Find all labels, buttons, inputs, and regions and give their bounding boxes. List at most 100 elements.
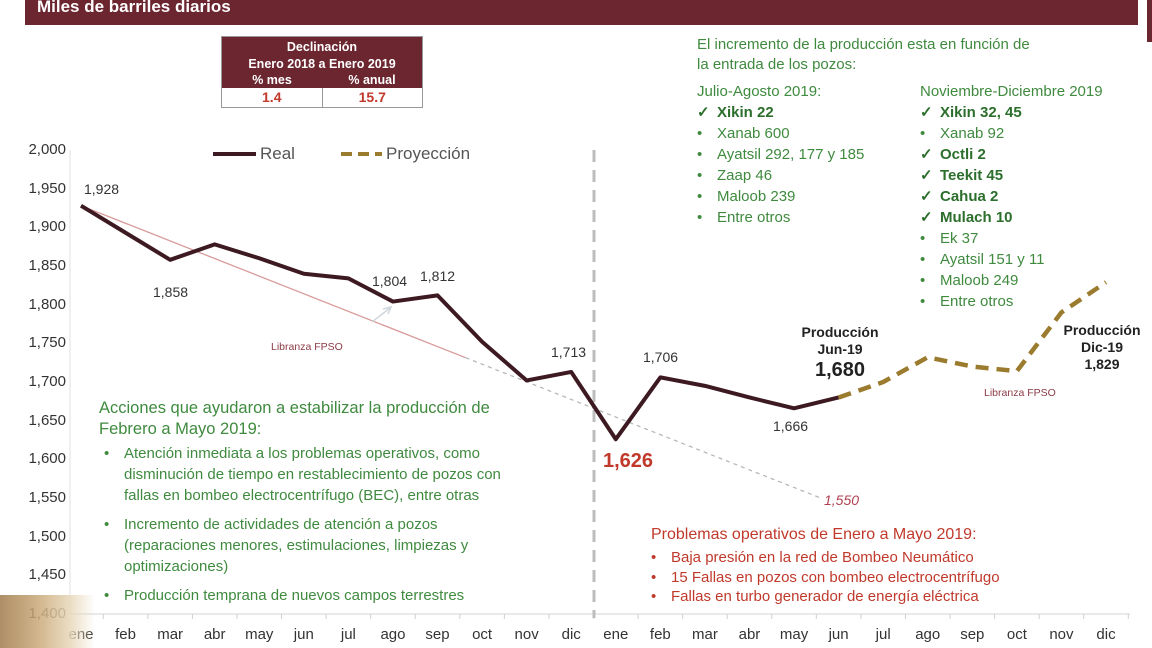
label-trend-end: 1,550 — [824, 492, 860, 508]
x-tick-label: abr — [203, 626, 226, 643]
x-tick-label: may — [245, 626, 274, 643]
libranza-arrow — [371, 307, 391, 323]
check-icon: ✓ — [920, 146, 933, 163]
problem-item: • Fallas en turbo generador de energía el… — [651, 588, 979, 605]
bullet-icon: • — [651, 588, 657, 605]
x-tick-label: jul — [340, 626, 356, 643]
y-tick-label: 1,850 — [28, 257, 66, 274]
decorative-historic-figures — [0, 595, 95, 648]
check-icon: ✓ — [920, 167, 933, 184]
well-list-item: ✓ Mulach 10 — [920, 209, 1013, 226]
check-icon: ✓ — [920, 209, 933, 226]
well-list-item: • Entre otros — [920, 293, 1014, 310]
actions-note-title: Acciones que ayudaron a estabilizar la p… — [99, 398, 490, 440]
intro-line2: la entrada de los pozos: — [697, 56, 857, 73]
well-list-item: ✓ Octli 2 — [920, 146, 986, 163]
bullet-icon: • — [651, 549, 657, 566]
problems-title: Problemas operativos de Enero a Mayo 201… — [651, 526, 977, 543]
libranza-label-1: Libranza FPSO — [271, 341, 343, 353]
y-tick-label: 2,000 — [28, 141, 66, 158]
legend-real-label: Real — [260, 144, 295, 163]
actions-list: • Atención inmediata a los problemas oper… — [104, 443, 501, 606]
y-tick-label: 1,650 — [28, 411, 66, 429]
header-edge-tab — [1147, 0, 1152, 42]
real-series-line — [79, 203, 840, 442]
legend-projection-label: Proyección — [386, 144, 471, 163]
actions-title-line2: Febrero a Mayo 2019: — [99, 420, 262, 438]
bullet-icon: • — [697, 209, 703, 226]
header-bar: Miles de barriles diarios — [25, 0, 1138, 25]
bullet-icon: • — [920, 251, 926, 268]
well-list-item: • Maloob 239 — [697, 188, 796, 205]
bullet-icon: • — [697, 167, 703, 184]
val-month: 1.4 — [222, 88, 323, 107]
label-1713: 1,713 — [551, 344, 587, 360]
well-list-item: • Ayatsil 292, 177 y 185 — [697, 146, 865, 163]
bullet-icon: • — [920, 272, 926, 289]
trend-line-extension — [465, 357, 821, 499]
y-tick-label: 1,800 — [28, 295, 66, 313]
well-list-item: • Ayatsil 151 y 11 — [920, 251, 1045, 268]
x-tick-label: jun — [828, 626, 849, 643]
problems-list: • Baja presión en la red de Bombeo Neumát… — [651, 548, 1000, 607]
prod-dic-value: 1,829 — [1084, 356, 1120, 372]
bullet-icon: • — [104, 587, 110, 604]
x-tick-label: ene — [603, 626, 629, 643]
y-tick-label: 1,550 — [28, 489, 66, 506]
x-tick-label: mar — [691, 626, 718, 643]
actions-title-line1: Acciones que ayudaron a estabilizar la p… — [99, 399, 490, 417]
action-item: • Producción temprana de nuevos campos te… — [104, 587, 465, 604]
intro-line1: El incremento de la producción esta en f… — [697, 36, 1030, 53]
prod-dic-line2: Dic-19 — [1080, 339, 1124, 355]
col1-title: Julio-Agosto 2019: — [697, 83, 822, 100]
y-tick-label: 1,450 — [28, 566, 66, 584]
well-list-item: • Xanab 92 — [920, 125, 1005, 142]
declination-title-line1: Declinación — [286, 40, 358, 54]
well-list-item: ✓ Xikin 22 — [697, 104, 774, 121]
label-1626: 1,626 — [603, 450, 654, 472]
x-tick-label: ago — [380, 626, 406, 643]
col-annual-header: % anual — [348, 73, 396, 87]
declination-title: Declinación Enero 2018 a Enero 2019 — [222, 37, 422, 73]
x-tick-label: abr — [738, 626, 761, 643]
col2-title: Noviembre-Diciembre 2019 — [920, 83, 1103, 100]
check-icon: ✓ — [920, 104, 933, 121]
action-item: • Incremento de actividades de atención a… — [104, 516, 469, 575]
arrow-head-icon — [382, 305, 393, 315]
label-1666: 1,666 — [773, 418, 809, 434]
x-tick-label: oct — [1006, 626, 1027, 643]
y-tick-label: 1,500 — [28, 527, 66, 545]
col-month-header: % mes — [252, 73, 292, 87]
declination-table: Declinación Enero 2018 a Enero 2019 % me… — [221, 36, 423, 108]
y-tick-label: 1,950 — [28, 179, 66, 197]
x-tick-label: jun — [293, 626, 314, 643]
label-1706: 1,706 — [643, 349, 679, 365]
right-note-intro: El incremento de la producción esta en f… — [697, 35, 1030, 75]
bullet-icon: • — [920, 125, 926, 142]
prod-jun-annotation: Producción Jun-19 1,680 — [780, 324, 900, 382]
label-1928: 1,928 — [84, 181, 120, 197]
x-tick-label: ago — [915, 626, 941, 643]
problem-item: • Baja presión en la red de Bombeo Neumát… — [651, 549, 974, 566]
x-tick-label: dic — [1096, 626, 1116, 643]
well-list-item: • Entre otros — [697, 209, 791, 226]
well-list-item: ✓ Xikin 32, 45 — [920, 104, 1022, 121]
bullet-icon: • — [697, 125, 703, 142]
x-tick-label: oct — [472, 626, 493, 643]
bullet-icon: • — [697, 146, 703, 163]
val-annual: 15.7 — [358, 89, 386, 105]
y-tick-label: 1,750 — [28, 334, 66, 352]
declination-title-line2: Enero 2018 a Enero 2019 — [248, 57, 396, 71]
libranza-label-2: Libranza FPSO — [984, 387, 1056, 399]
y-tick-label: 1,600 — [28, 450, 66, 468]
x-tick-label: feb — [649, 626, 671, 643]
well-list-item: • Ek 37 — [920, 230, 979, 247]
bullet-icon: • — [920, 293, 926, 310]
check-icon: ✓ — [697, 104, 710, 121]
bullet-icon: • — [697, 188, 703, 205]
x-ticks — [102, 614, 1129, 619]
x-tick-label: sep — [960, 626, 985, 643]
declination-values: 1.4 15.7 — [222, 88, 422, 107]
prod-dic-annotation: Producción Dic-19 1,829 — [1052, 322, 1152, 373]
